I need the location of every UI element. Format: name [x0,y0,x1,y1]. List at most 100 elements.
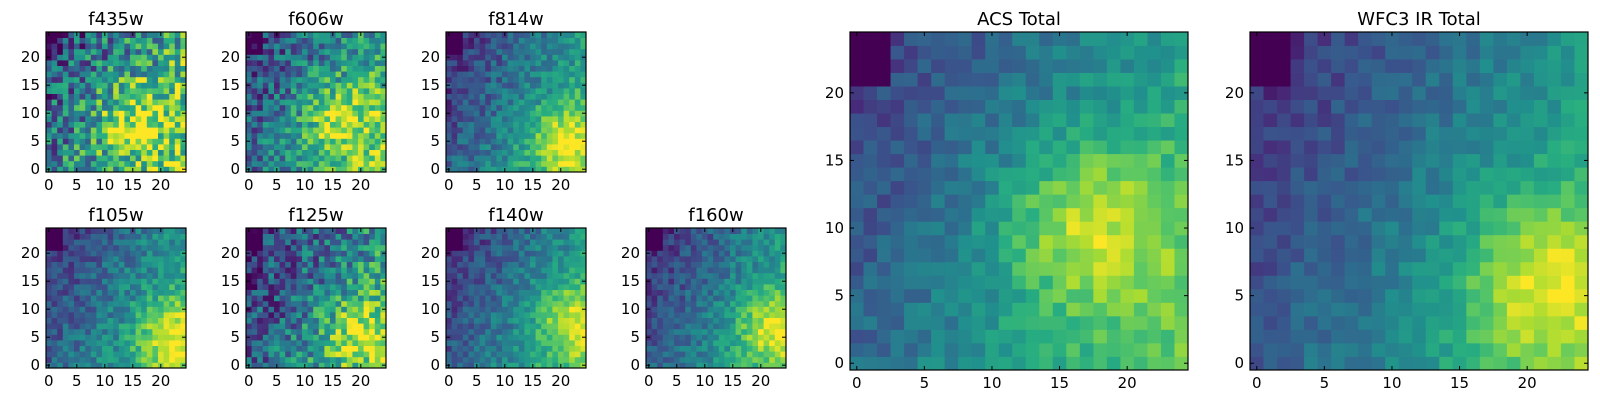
heatmap-cell [74,356,80,363]
heatmap-cell [163,138,170,145]
heatmap-cell [279,289,286,296]
heatmap-cell [352,362,359,369]
heatmap-cell [318,239,325,246]
heatmap-cell [68,334,75,341]
heatmap-cell [374,144,381,150]
heatmap-cell [985,342,1000,357]
heatmap-cell [541,284,548,290]
heatmap-cell [657,284,664,290]
heatmap-cell [524,138,531,145]
heatmap-cell [679,228,686,234]
heatmap-cell [158,82,164,89]
heatmap-cell [730,345,736,352]
heatmap-cell [546,93,553,100]
heatmap-cell [863,234,878,249]
heatmap-cell [374,239,381,246]
heatmap-cell [574,88,581,94]
heatmap-cell [457,284,464,290]
heatmap-cell [541,54,548,61]
heatmap-cell [307,43,314,50]
heatmap-cell [146,312,153,318]
heatmap-cell [931,302,946,317]
heatmap-cell [330,328,336,335]
heatmap-cell [146,88,153,94]
heatmap-cell [502,121,508,128]
heatmap-cell [57,99,64,106]
heatmap-cell [535,166,542,173]
heatmap-cell [79,121,86,128]
heatmap-cell [102,233,108,240]
heatmap-cell [474,82,480,89]
heatmap-cell [118,121,125,128]
heatmap-cell [90,317,97,324]
heatmap-cell [251,160,258,167]
heatmap-cell [1147,329,1162,344]
heatmap-cell [474,37,480,44]
heatmap-cell [451,345,458,352]
heatmap-cell [752,334,759,341]
heatmap-cell [535,256,542,262]
heatmap-cell [552,362,559,369]
heatmap-cell [1174,288,1189,303]
heatmap-cell [324,250,331,257]
heatmap-cell [102,104,108,111]
heatmap-cell [146,256,153,262]
heatmap-cell [507,71,514,78]
heatmap-cell [330,144,336,150]
heatmap-cell [877,180,891,195]
heatmap-cell [268,104,275,111]
heatmap-cell [251,345,258,352]
heatmap-cell [174,149,181,156]
heatmap-cell [741,356,748,363]
heatmap-cell [780,351,787,358]
heatmap-cell [169,284,176,290]
heatmap-cell [141,239,148,246]
heatmap-cell [46,261,52,268]
heatmap-cell [158,306,164,313]
heatmap-cell [380,116,387,122]
heatmap-cell [174,267,181,274]
heatmap-cell [180,289,187,296]
heatmap-cell [79,144,86,150]
heatmap-cell [580,32,587,38]
x-tick-label: 0 [244,176,254,194]
heatmap-cell [118,300,125,307]
heatmap-cell [462,82,469,89]
heatmap-cell [352,284,359,290]
heatmap-cell [85,284,92,290]
heatmap-cell [130,244,136,251]
heatmap-cell [274,345,280,352]
heatmap-cell [662,261,669,268]
heatmap-cell [474,278,480,285]
heatmap-cell [380,239,387,246]
heatmap-cell [657,256,664,262]
heatmap-cell [163,76,170,83]
heatmap-cell [285,295,292,302]
heatmap-cell [763,340,770,346]
heatmap-cell [763,317,770,324]
heatmap-cell [696,267,703,274]
heatmap-cell [290,149,297,156]
heatmap-cell [774,362,781,369]
heatmap-cell [1039,234,1054,249]
heatmap-cell [369,362,376,369]
heatmap-cell [96,345,103,352]
heatmap-cell [318,256,325,262]
heatmap-cell [251,284,258,290]
heatmap-cell [718,261,725,268]
heatmap-cell [468,328,475,335]
heatmap-cell [457,261,464,268]
heatmap-cell [574,93,581,100]
heatmap-cell [668,244,675,251]
heatmap-cell [863,248,878,263]
heatmap-cell [302,110,308,117]
heatmap-cell [146,300,153,307]
heatmap-cell [158,93,164,100]
heatmap-cell [474,306,480,313]
heatmap-cell [446,239,452,246]
heatmap-cell [330,93,336,100]
heatmap-cell [780,317,787,324]
heatmap-cell [558,43,564,50]
heatmap-cell [569,104,576,111]
heatmap-cell [51,132,58,139]
